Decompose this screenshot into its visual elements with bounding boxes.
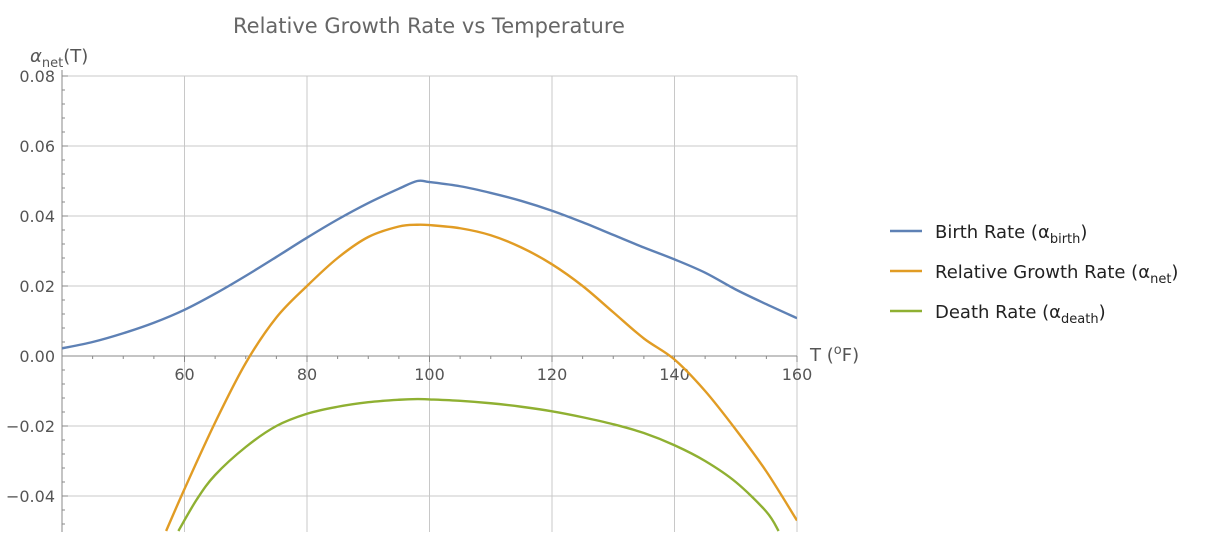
x-tick-label: 100 — [414, 365, 445, 384]
series-line-0 — [62, 179, 797, 350]
y-tick-label: 0.04 — [19, 207, 55, 226]
legend: Birth Rate (αbirth) Relative Growth Rate … — [890, 222, 1178, 327]
y-tick-label: 0.08 — [19, 67, 55, 86]
legend-label-2: Death Rate (αdeath) — [935, 302, 1106, 327]
y-tick-label: 0.02 — [19, 277, 55, 296]
x-axis-label: T (oF) — [809, 343, 859, 366]
x-tick-label: 60 — [174, 365, 194, 384]
legend-label-0: Birth Rate (αbirth) — [935, 222, 1087, 247]
x-tick-label: 160 — [782, 365, 813, 384]
y-tick-label: −0.04 — [6, 487, 55, 506]
legend-label-1: Relative Growth Rate (αnet) — [935, 262, 1178, 287]
series-line-2 — [177, 397, 780, 532]
grid — [62, 75, 798, 532]
y-axis-label: αnet(T) — [30, 46, 88, 71]
series-line-1 — [165, 223, 797, 532]
x-tick-label: 120 — [537, 365, 568, 384]
y-tick-label: 0.00 — [19, 347, 55, 366]
axes: 60 80 100 120 140 160 −0.04 −0.02 0.00 0.02 0.04 0.… — [6, 67, 812, 532]
y-tick-label: 0.06 — [19, 137, 55, 156]
x-tick-label: 140 — [659, 365, 690, 384]
x-tick-label: 80 — [297, 365, 317, 384]
chart-title: Relative Growth Rate vs Temperature — [233, 14, 625, 38]
series-group — [62, 179, 797, 532]
y-tick-label: −0.02 — [6, 417, 55, 436]
